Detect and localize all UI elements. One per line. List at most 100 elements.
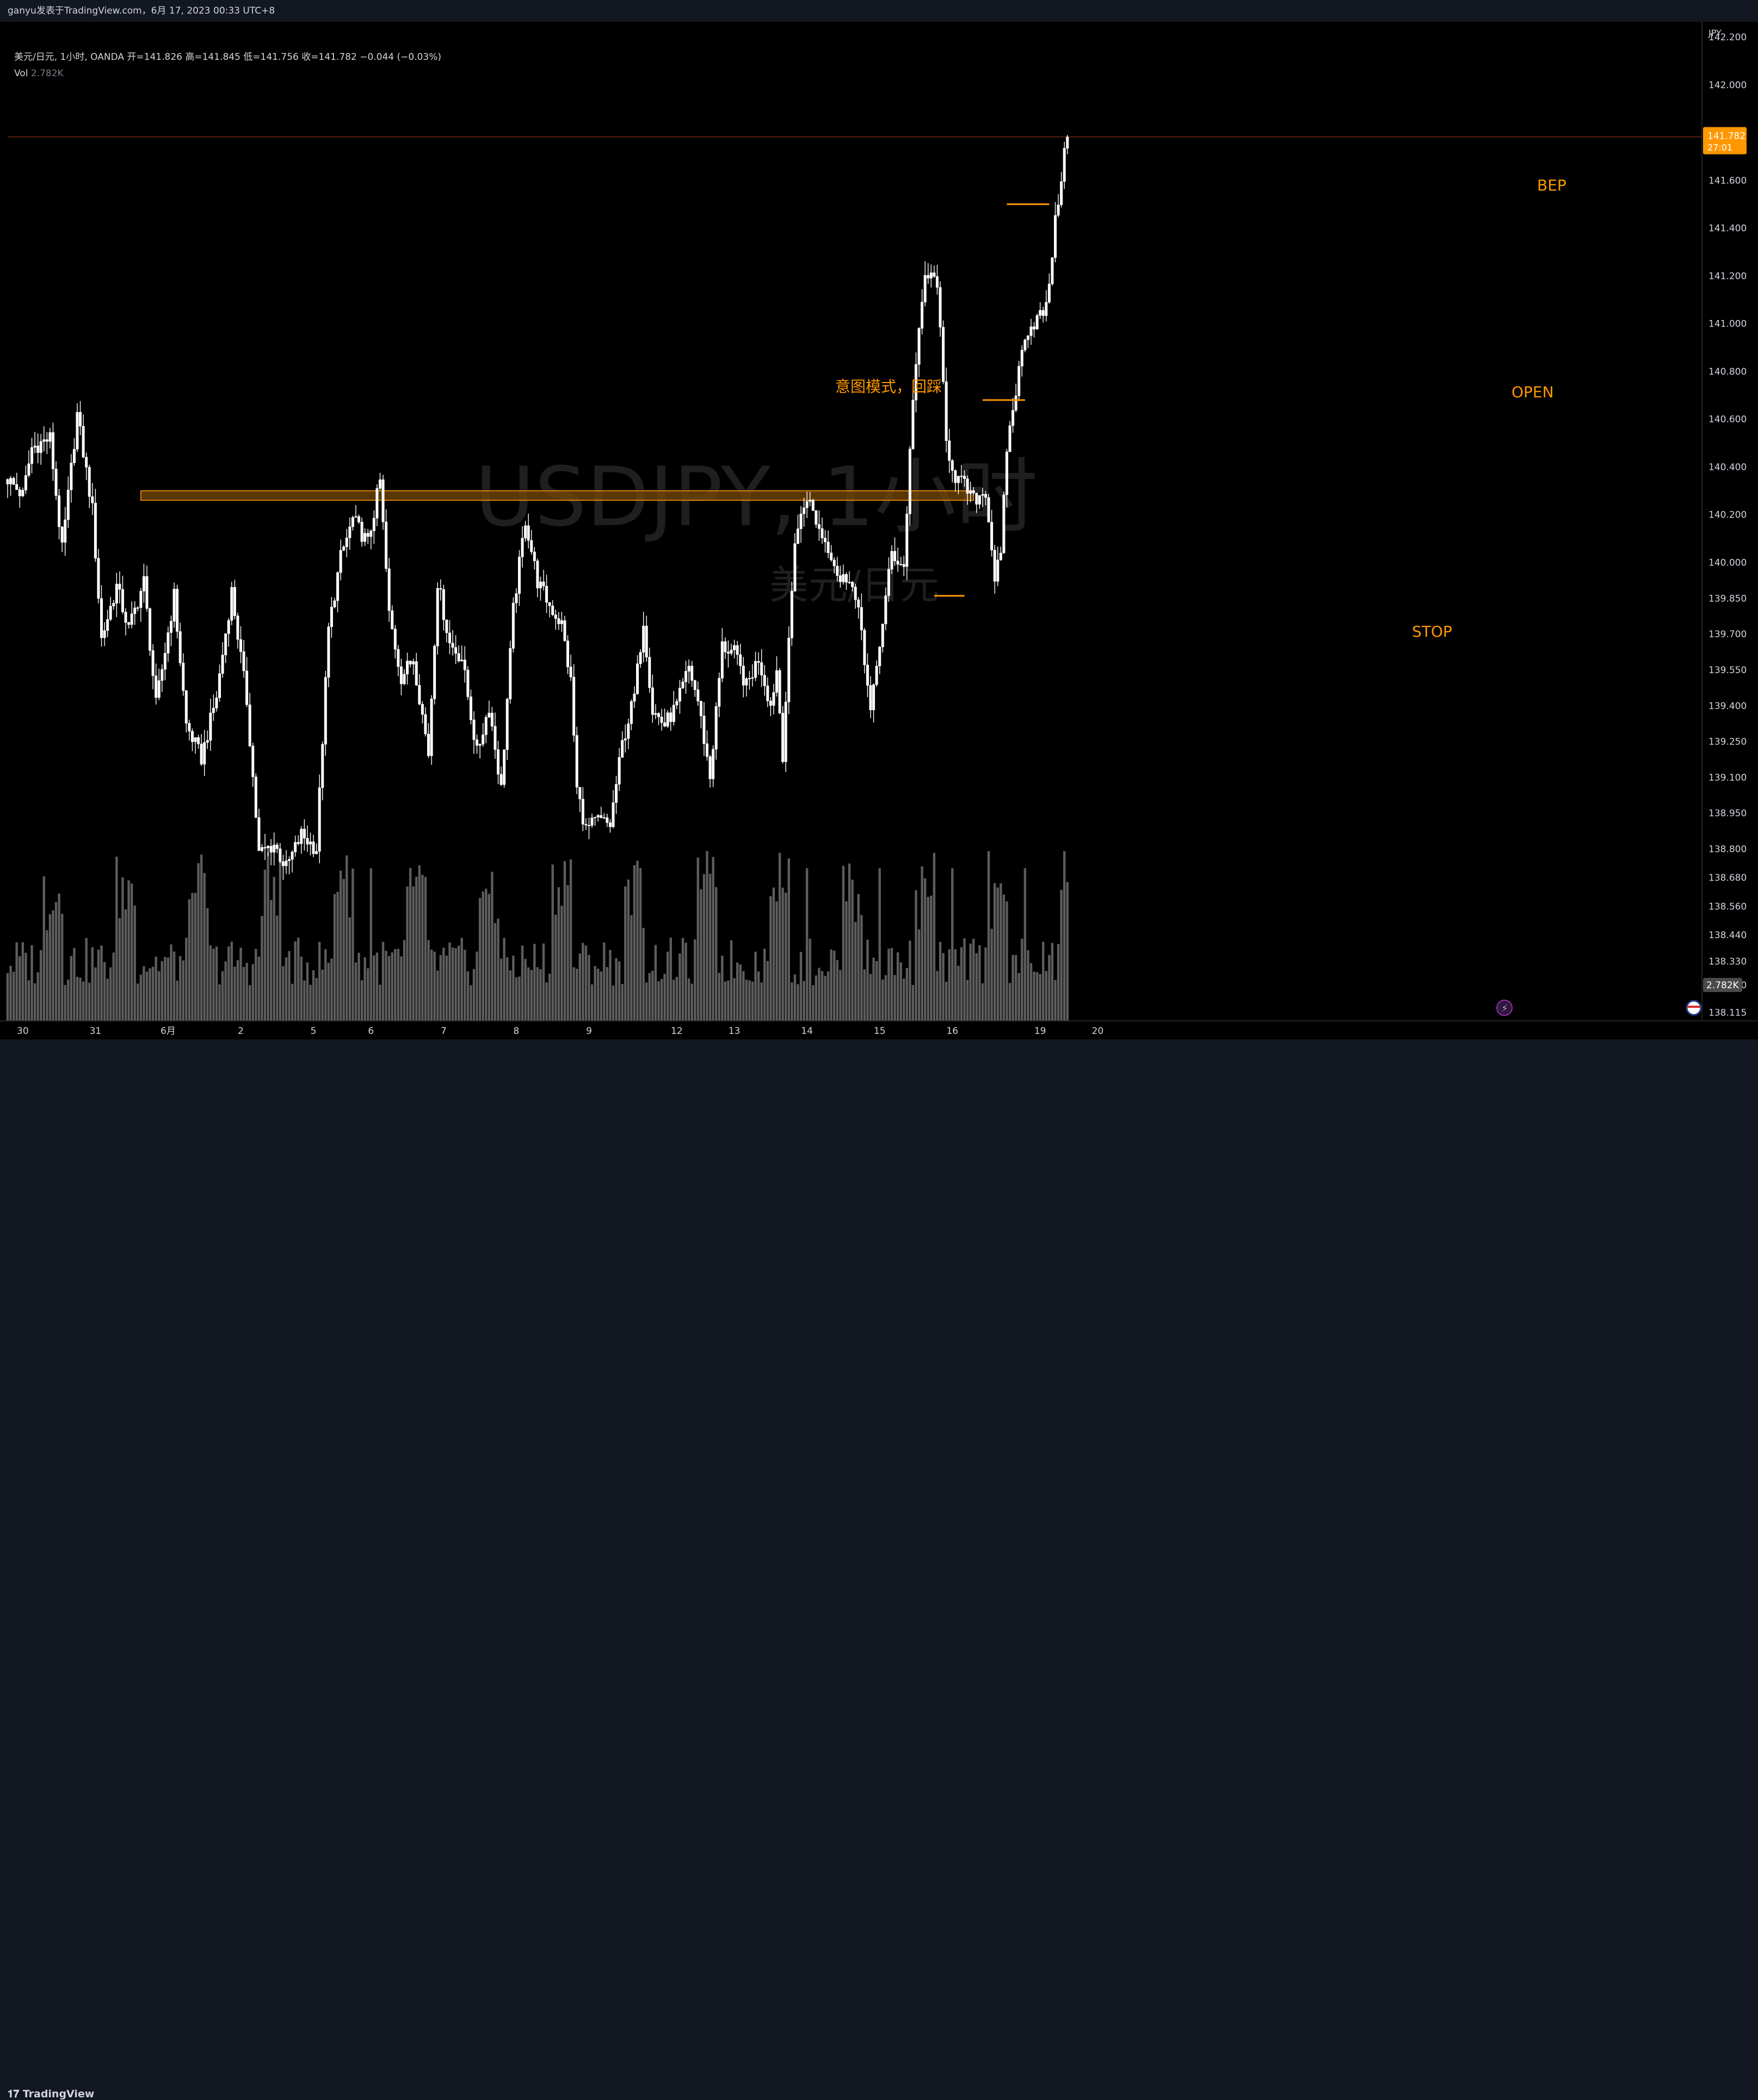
volume-bar <box>708 873 712 1021</box>
candle-down <box>427 734 430 756</box>
volume-bar <box>164 957 166 1021</box>
volume-bar <box>24 952 27 1021</box>
candle-down <box>79 412 82 427</box>
volume-bar <box>161 961 164 1021</box>
candle-down <box>233 587 236 616</box>
volume-bar <box>6 973 9 1021</box>
candle-up <box>369 531 373 537</box>
volume-bar <box>445 956 448 1021</box>
volume-bar <box>715 887 718 1021</box>
volume-bar <box>91 947 94 1021</box>
volume-bar <box>560 906 563 1021</box>
candle-up <box>748 678 751 680</box>
lightning-icon[interactable] <box>1496 1000 1513 1016</box>
annotation-label[interactable]: BEP <box>1537 176 1566 194</box>
volume-bar <box>158 971 161 1021</box>
candle-down <box>45 439 48 442</box>
time-axis[interactable]: 30 31 6月 2 5 6 7 8 9 12 13 14 15 16 19 20 <box>0 1020 1758 1039</box>
volume-bar <box>336 891 339 1021</box>
chart-area[interactable]: USDJPY, 1小时 美元/日元 意图模式，回踩 BEP OPEN STOP JPY… <box>0 22 1758 1039</box>
volume-bar <box>1051 943 1054 1021</box>
candle-up <box>309 841 312 845</box>
candle-down <box>387 568 391 611</box>
time-tick-label: 2 <box>238 1026 244 1037</box>
candle-up <box>793 543 797 592</box>
candle-down <box>963 476 966 479</box>
candle-down <box>657 713 660 717</box>
volume-bar <box>909 940 911 1021</box>
volume-bar <box>1023 868 1027 1021</box>
volume-bar <box>206 908 209 1021</box>
annotation-label[interactable]: STOP <box>1412 623 1452 641</box>
candle-down <box>821 528 824 538</box>
volume-bar <box>887 949 890 1021</box>
chart-legend: 美元/日元, 1小时, OANDA 开=141.826 高=141.845 低=… <box>14 49 441 82</box>
volume-bar <box>700 889 702 1021</box>
volume-bar <box>851 879 854 1021</box>
candle-down <box>557 618 560 624</box>
volume-bar <box>890 947 893 1021</box>
price-tick-label: 138.950 <box>1708 808 1747 819</box>
volume-bar <box>379 984 381 1021</box>
candle-up <box>342 546 346 551</box>
candle-up <box>267 846 270 848</box>
volume-bar <box>769 896 772 1021</box>
volume-bar <box>203 873 206 1021</box>
volume-bar <box>294 941 297 1021</box>
volume-bar <box>245 963 248 1021</box>
tradingview-brand: TradingView <box>22 2088 95 2100</box>
volume-bar <box>630 915 633 1021</box>
candle-down <box>306 837 309 845</box>
candle-up <box>318 787 321 852</box>
candle-up <box>890 551 893 570</box>
tradingview-snapshot: ganyu发表于TradingView.com，6月 17, 2023 00:3… <box>0 5 1758 2100</box>
volume-bar <box>696 857 700 1021</box>
support-zone-rect[interactable] <box>140 490 974 501</box>
candle-up <box>887 569 890 596</box>
candle-down <box>826 541 830 553</box>
volume-bar <box>639 868 642 1021</box>
volume-bar <box>215 946 218 1021</box>
annotation-label[interactable]: OPEN <box>1512 383 1554 401</box>
volume-bar <box>360 980 363 1021</box>
annotations[interactable]: 意图模式，回踩 BEP OPEN STOP <box>835 176 1566 641</box>
volume-bar <box>624 886 627 1021</box>
candle-down <box>987 497 990 522</box>
candle-down <box>312 841 315 854</box>
volume-bar <box>778 853 781 1021</box>
volume-bar <box>54 902 58 1021</box>
volume-bar <box>309 984 312 1021</box>
volume-bar <box>645 982 648 1021</box>
volume-bar <box>942 953 945 1021</box>
price-tick-label: 140.400 <box>1708 462 1747 473</box>
candle-up <box>172 589 176 621</box>
volume-bar <box>805 868 809 1021</box>
support-zone[interactable] <box>8 136 1702 501</box>
candle-down <box>15 484 18 490</box>
volume-bar <box>739 964 742 1021</box>
tradingview-logo[interactable]: 𝟏𝟕 TradingView <box>8 2088 94 2100</box>
candle-down <box>469 697 472 720</box>
volume-bar <box>793 974 797 1021</box>
candle-down <box>127 622 131 625</box>
volume-bar <box>172 951 176 1021</box>
tradingview-logo-icon: 𝟏𝟕 <box>8 2088 23 2100</box>
volume-bar <box>854 922 857 1021</box>
volume-bar <box>542 943 545 1021</box>
candle-up <box>796 528 799 544</box>
volume-bar <box>923 878 927 1021</box>
candle-up <box>1066 137 1069 149</box>
annotation-label[interactable]: 意图模式，回踩 <box>835 378 942 396</box>
candle-down <box>845 574 848 583</box>
volume-bar <box>748 980 751 1021</box>
volume-bar <box>791 982 793 1021</box>
candle-down <box>706 743 709 757</box>
candle-down <box>726 651 730 654</box>
volume-bar <box>1045 971 1047 1021</box>
volume-bar <box>124 909 127 1021</box>
volume-bar <box>606 967 609 1021</box>
candle-up <box>27 463 30 476</box>
volume-bar <box>230 941 233 1021</box>
